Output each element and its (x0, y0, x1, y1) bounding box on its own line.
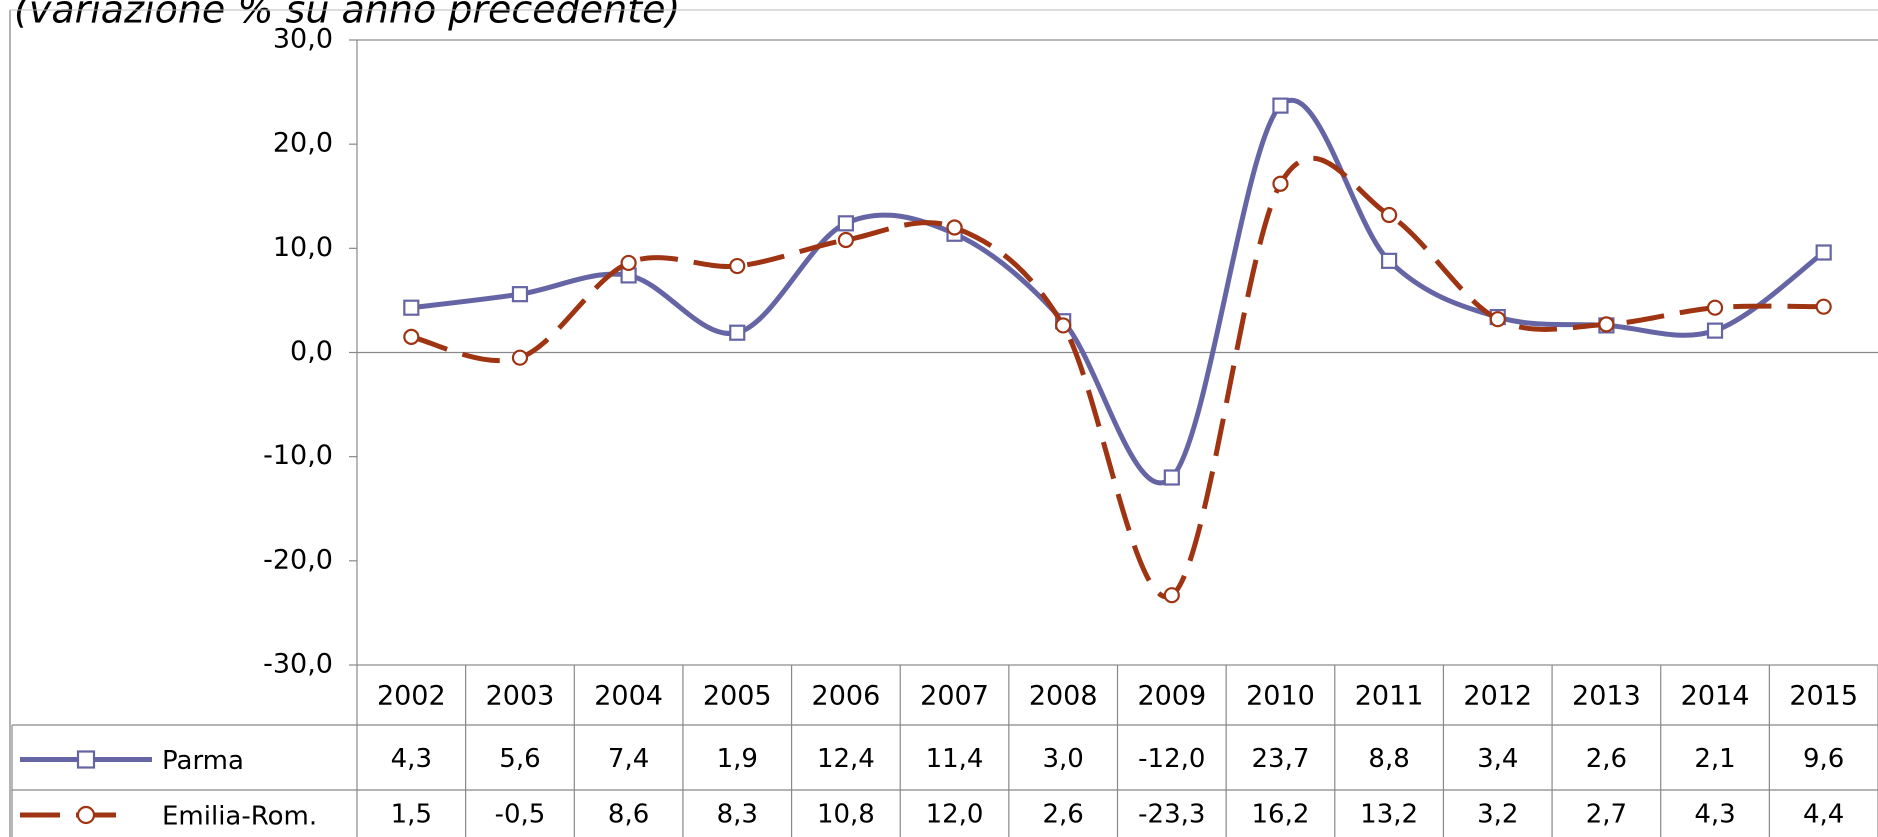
table-value: -12,0 (1138, 744, 1205, 774)
series-line (411, 97, 1826, 486)
y-tick-label: 30,0 (273, 24, 333, 55)
x-tick-label: 2009 (1137, 681, 1206, 712)
y-tick-label: 10,0 (273, 232, 333, 263)
point (1815, 298, 1832, 315)
x-tick-label: 2015 (1789, 681, 1858, 712)
point (620, 254, 637, 272)
table-value: 2,6 (1042, 800, 1083, 830)
x-tick-label: 2011 (1355, 681, 1424, 712)
chart-subtitle: (variazione % su anno precedente) (14, 0, 680, 32)
table-value: 16,2 (1252, 800, 1310, 830)
table-value: 12,0 (926, 800, 984, 830)
point (1815, 244, 1832, 261)
table-value: 10,8 (817, 800, 875, 830)
point (1706, 299, 1724, 316)
point (1489, 311, 1506, 328)
table-value: 8,6 (608, 800, 649, 830)
point (1272, 175, 1289, 192)
table-value: 3,4 (1477, 744, 1518, 774)
x-tick-label: 2005 (703, 681, 772, 712)
point (1598, 316, 1615, 333)
x-tick-label: 2006 (812, 681, 881, 712)
y-tick-label: -30,0 (263, 649, 333, 680)
legend-marker (76, 805, 96, 825)
point (837, 215, 854, 232)
point (511, 286, 529, 303)
x-tick-label: 2014 (1681, 681, 1750, 712)
x-tick-label: 2003 (486, 681, 555, 712)
y-tick-label: 0,0 (290, 336, 333, 367)
table-value: 7,4 (608, 744, 649, 774)
x-tick-label: 2013 (1572, 681, 1641, 712)
y-tick-label: -20,0 (263, 544, 333, 575)
table-value: 23,7 (1252, 744, 1310, 774)
table-value: -0,5 (495, 800, 546, 830)
series-line (410, 155, 1824, 600)
table-value: 1,5 (391, 800, 432, 830)
point (403, 299, 420, 316)
table-value: 2,7 (1586, 800, 1627, 830)
y-tick-label: 20,0 (273, 128, 333, 159)
point (403, 328, 420, 345)
legend-label: Emilia-Rom. (162, 802, 317, 832)
table-value: 2,1 (1694, 744, 1735, 774)
point (837, 231, 854, 249)
point (1706, 322, 1724, 339)
x-tick-label: 2012 (1463, 681, 1532, 712)
table-value: 4,3 (1694, 800, 1735, 830)
point (729, 257, 746, 275)
legend-label: Parma (162, 746, 244, 776)
point (511, 349, 529, 366)
x-tick-label: 2010 (1246, 681, 1315, 712)
point (729, 324, 746, 341)
x-tick-label: 2008 (1029, 681, 1098, 712)
point (1163, 469, 1180, 486)
table-value: 4,3 (391, 744, 432, 774)
legend-marker (76, 750, 96, 769)
table-value: 4,4 (1803, 800, 1844, 830)
table-value: 1,9 (717, 744, 758, 774)
x-tick-label: 2002 (377, 681, 446, 712)
table-value: 5,6 (499, 744, 540, 774)
table-value: 9,6 (1803, 744, 1844, 774)
table-value: 2,6 (1586, 744, 1627, 774)
point (1381, 206, 1398, 224)
table-value: -23,3 (1138, 800, 1205, 830)
point (1163, 587, 1180, 604)
table-value: 11,4 (926, 744, 984, 774)
point (1055, 317, 1072, 334)
table-value: 3,0 (1042, 744, 1083, 774)
x-tick-label: 2004 (594, 681, 663, 712)
table-value: 8,8 (1368, 744, 1409, 774)
x-tick-label: 2007 (920, 681, 989, 712)
table-value: 13,2 (1360, 800, 1418, 830)
table-value: 3,2 (1477, 800, 1518, 830)
y-tick-label: -10,0 (263, 440, 333, 471)
table-value: 8,3 (717, 800, 758, 830)
point (1272, 97, 1289, 114)
table-value: 12,4 (817, 744, 875, 774)
point (1381, 252, 1398, 269)
point (946, 219, 963, 236)
